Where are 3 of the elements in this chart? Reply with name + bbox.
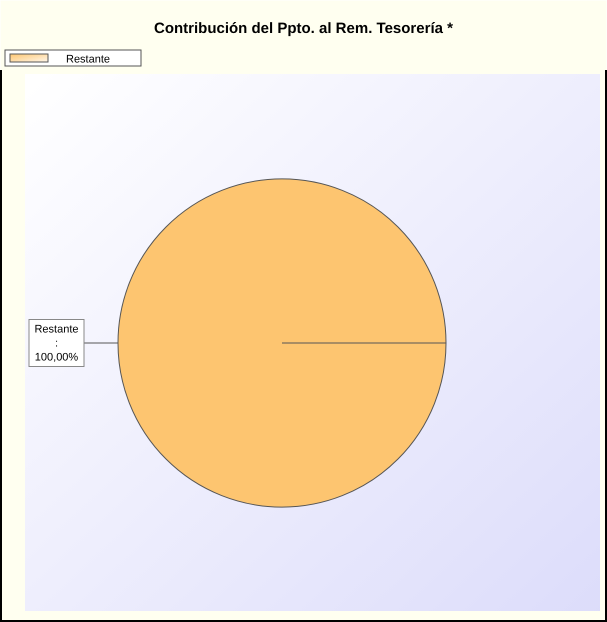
- chart-title: Contribución del Ppto. al Rem. Tesorería *: [154, 20, 454, 37]
- data-label: Restante : 100,00%: [34, 324, 79, 364]
- legend-label: Restante: [66, 54, 110, 66]
